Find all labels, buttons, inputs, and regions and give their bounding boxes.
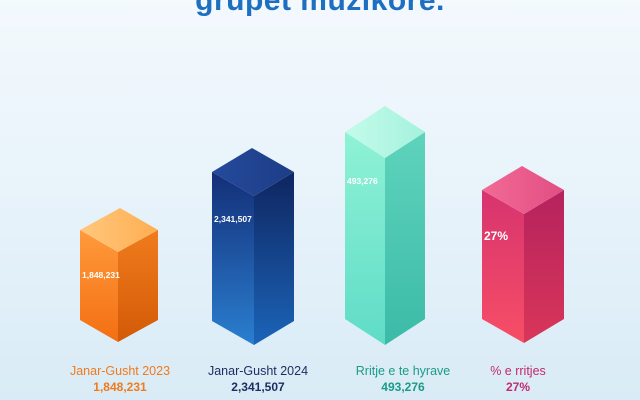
category-label: Rritje e te hyrave <box>355 364 451 378</box>
bar-side-face <box>118 230 158 342</box>
chart-title: grupet muzikore. <box>195 0 445 17</box>
bar-4: 27% <box>482 166 564 343</box>
category-label: % e rritjes <box>490 364 546 378</box>
bar-value-label: 1,848,231 <box>82 270 120 280</box>
bar-side-face <box>254 172 294 345</box>
bar-front-face <box>212 172 254 345</box>
bar-top-face <box>80 208 158 252</box>
category-value: 27% <box>505 380 531 394</box>
bar-2: 2,341,507 <box>212 148 294 345</box>
bar-side-face <box>385 132 425 345</box>
bar-front-face <box>482 190 524 343</box>
category-value: 1,848,231 <box>93 380 147 394</box>
bar-top-face <box>212 148 294 196</box>
category-label: Janar-Gusht 2023 <box>69 364 171 378</box>
bar-top-face <box>482 166 564 214</box>
category-label: Janar-Gusht 2024 <box>207 364 309 378</box>
bar-front-face <box>345 132 385 345</box>
bar-top-face <box>345 106 425 158</box>
bar-value-label: 27% <box>484 229 508 243</box>
bar-1: 1,848,231 <box>80 208 158 342</box>
bar-value-label: 2,341,507 <box>214 214 252 224</box>
bar-front-face <box>80 230 118 342</box>
bar-side-face <box>524 190 564 343</box>
bar-3: 493,276 <box>345 106 425 345</box>
category-value: 2,341,507 <box>231 380 285 394</box>
bar-value-label: 493,276 <box>347 176 378 186</box>
category-value: 493,276 <box>381 380 425 394</box>
